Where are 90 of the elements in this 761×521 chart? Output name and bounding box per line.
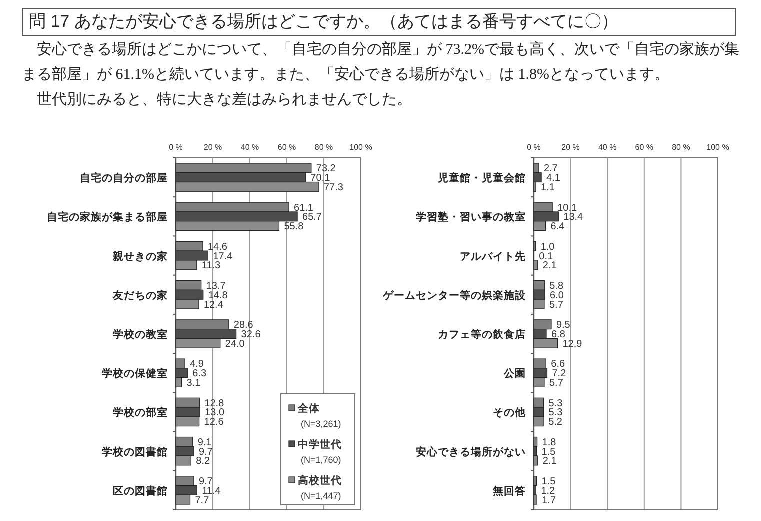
- data-label: 9.5: [556, 320, 571, 332]
- x-tick-label: 60 %: [635, 143, 654, 152]
- data-label: 5.3: [548, 408, 564, 419]
- y-tick-label: 自宅の家族が集まる部屋: [47, 210, 168, 224]
- y-tick-label: 友だちの家: [112, 288, 168, 302]
- data-label: 24.0: [225, 338, 246, 350]
- y-tick-label: 学校の教室: [113, 328, 168, 341]
- data-label: 4.1: [546, 173, 561, 184]
- data-label: 65.7: [302, 212, 322, 224]
- data-label: 7.7: [195, 495, 210, 506]
- y-tick-label: 無回答: [492, 484, 526, 498]
- x-tick-label: 100 %: [350, 143, 372, 152]
- data-label: 77.3: [324, 182, 344, 194]
- x-tick-label: 0 %: [169, 143, 183, 152]
- data-label: 10.1: [558, 202, 578, 214]
- data-label: 6.6: [551, 359, 566, 370]
- data-label: 6.3: [192, 368, 207, 380]
- data-label: 9.7: [198, 476, 214, 488]
- data-label: 28.6: [234, 320, 254, 332]
- data-label: 12.8: [204, 398, 225, 410]
- x-tick-label: 60 %: [278, 143, 296, 152]
- x-tick-label: 40 %: [240, 143, 260, 152]
- data-label: 4.9: [190, 359, 204, 370]
- data-label: 5.7: [549, 378, 564, 389]
- data-label: 55.8: [284, 222, 304, 233]
- x-tick-label: 20 %: [204, 143, 222, 152]
- data-label: 7.2: [552, 368, 567, 380]
- x-tick-label: 80 %: [314, 143, 334, 152]
- y-tick-label: 親せきの家: [112, 250, 168, 263]
- data-label: 11.4: [202, 486, 222, 497]
- data-label: 11.3: [202, 260, 222, 272]
- data-label: 70.1: [310, 173, 331, 184]
- data-label: 0.1: [539, 251, 554, 262]
- y-tick-label: 児童館・児童会館: [437, 172, 526, 185]
- data-label: 14.6: [208, 242, 228, 253]
- y-tick-label: 公園: [503, 367, 526, 380]
- y-tick-label: 区の図書館: [113, 484, 168, 498]
- data-label: 6.0: [550, 290, 564, 302]
- data-label: 2.7: [544, 164, 558, 175]
- y-tick-label: カフェ等の飲食店: [438, 328, 526, 341]
- x-tick-label: 0 %: [527, 143, 541, 152]
- data-label: 13.7: [206, 281, 226, 292]
- data-label: 1.8: [542, 437, 557, 448]
- y-tick-label: 学校の保健室: [102, 367, 168, 380]
- x-tick-label: 20 %: [562, 143, 580, 152]
- data-label: 12.4: [204, 300, 224, 311]
- data-label: 5.8: [550, 281, 564, 292]
- data-label: 1.0: [540, 242, 556, 253]
- data-label: 12.6: [204, 417, 224, 428]
- x-tick-label: 40 %: [598, 143, 617, 152]
- data-label: 8.2: [196, 456, 211, 468]
- y-tick-label: 自宅の自分の部屋: [80, 172, 168, 185]
- data-label: 1.5: [542, 446, 556, 458]
- data-label: 13.4: [564, 212, 584, 224]
- data-label: 9.7: [198, 446, 214, 458]
- y-tick-label: アルバイト先: [460, 250, 526, 263]
- data-label: 5.7: [549, 300, 564, 311]
- data-label: 12.9: [562, 338, 583, 350]
- y-tick-label: 学校の図書館: [102, 445, 168, 458]
- data-label: 14.8: [208, 290, 228, 302]
- data-label: 6.4: [550, 222, 566, 233]
- data-label: 73.2: [316, 164, 336, 175]
- data-label: 1.2: [541, 486, 556, 497]
- text: 世代別にみると、特に大きな差はみられませんでした。: [36, 90, 413, 110]
- y-tick-label: 学校の部室: [113, 406, 168, 420]
- data-label: 1.7: [542, 495, 556, 506]
- data-label: 13.0: [205, 408, 225, 419]
- x-tick-label: 100 %: [706, 143, 730, 152]
- y-tick-label: 安心できる場所がない: [416, 445, 526, 458]
- y-tick-label: ゲームセンター等の娯楽施設: [382, 288, 527, 302]
- y-tick-label: その他: [493, 406, 527, 420]
- chart-subtitle: 安心できる場所はどこかについて、「自宅の自分の部屋」が 73.2%で最も高く、次いで「自宅の家族が集まる部屋」が 61.1%と続いています。また、「安心できる場所がない」は 1.8%となっています。: [22, 40, 740, 85]
- data-label: 5.2: [548, 417, 563, 428]
- data-label: 32.6: [241, 330, 262, 340]
- data-label: 2.1: [542, 456, 558, 468]
- legend-label: 全体 (N=3,261): [297, 402, 342, 429]
- data-label: 6.8: [552, 330, 566, 340]
- legend-label: 中学世代 (N=1,760): [298, 438, 342, 465]
- data-label: 9.1: [198, 437, 212, 448]
- data-label: 2.1: [542, 260, 558, 272]
- data-label: 3.1: [186, 378, 202, 389]
- chart-title: 問 17 あなたが安心できる場所はどこですか。（あてはまる番号すべてに〇）: [22, 8, 736, 36]
- data-label: 1.1: [541, 182, 556, 194]
- x-tick-label: 80 %: [672, 143, 690, 152]
- data-label: 61.1: [294, 202, 314, 214]
- data-label: 5.3: [548, 398, 564, 410]
- data-label: 1.5: [542, 476, 556, 488]
- y-tick-label: 学習塾・習い事の教室: [416, 210, 526, 224]
- legend-label: 高校世代 (N=1,447): [298, 474, 342, 501]
- data-label: 17.4: [213, 251, 234, 262]
